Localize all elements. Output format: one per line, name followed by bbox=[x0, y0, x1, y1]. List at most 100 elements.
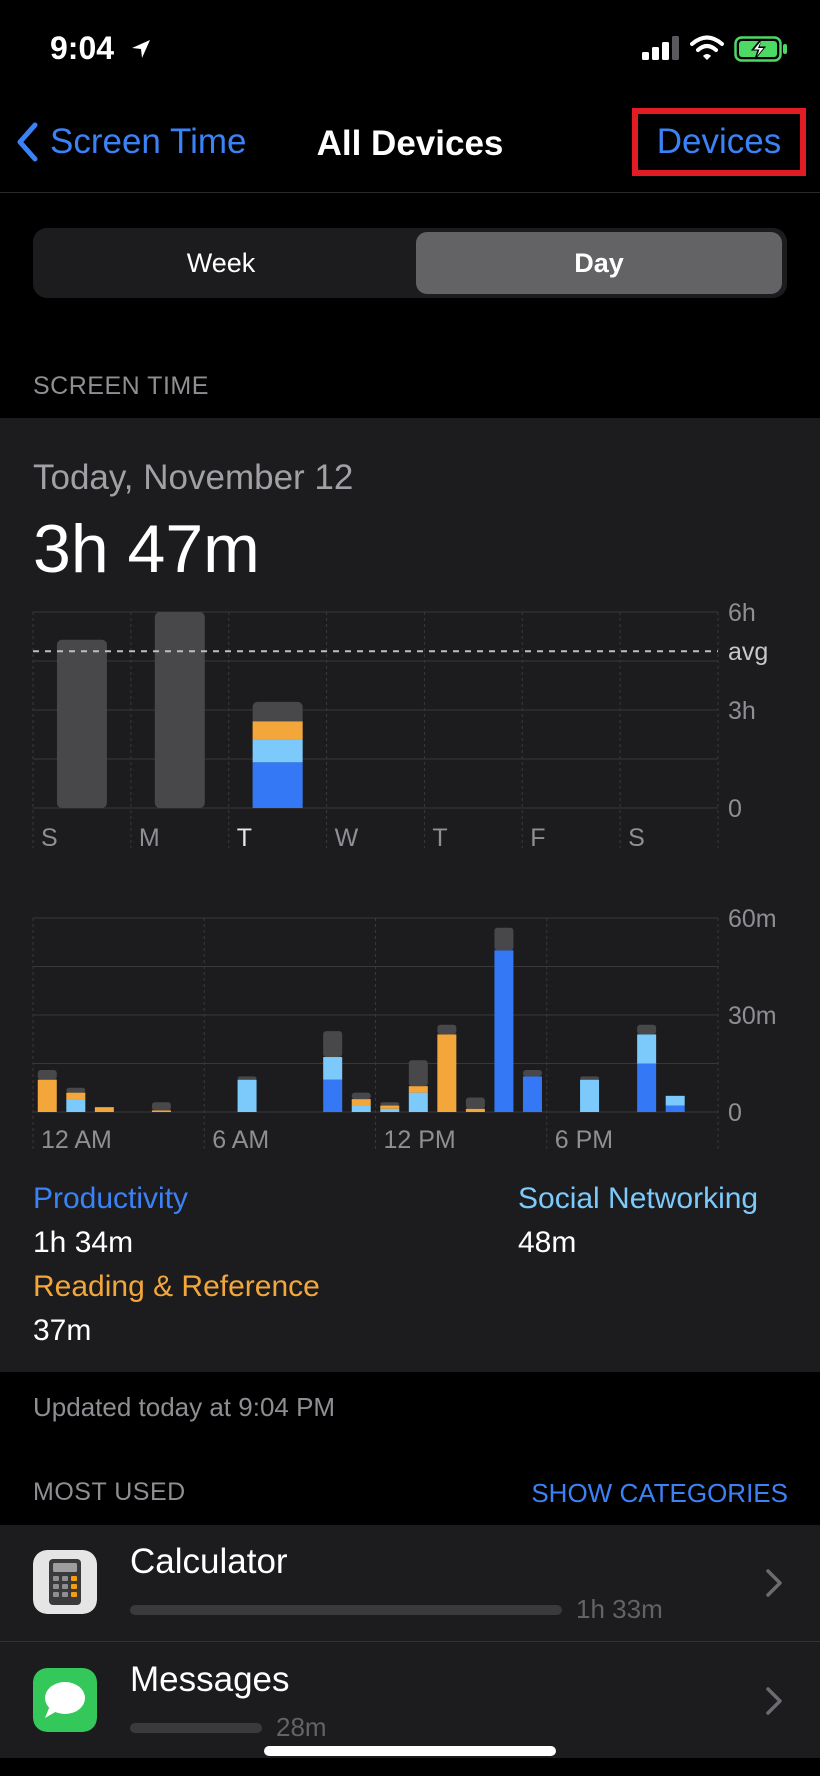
hour-bar-segment bbox=[665, 1095, 685, 1106]
hour-bar-segment bbox=[66, 1099, 86, 1112]
hour-bar-segment bbox=[323, 1031, 343, 1058]
bar-segment bbox=[252, 739, 303, 763]
hour-bar-segment bbox=[408, 1060, 428, 1087]
bar-segment bbox=[252, 721, 303, 740]
day-label: T bbox=[237, 824, 252, 852]
hour-bar-segment bbox=[94, 1107, 114, 1112]
hour-bar-segment bbox=[494, 927, 514, 951]
legend-reading-value: 37m bbox=[33, 1314, 92, 1347]
day-label: T bbox=[432, 824, 447, 852]
hourly-usage-chart: 0 30m 60m 12 AM 6 AM 12 PM 6 PM bbox=[32, 905, 777, 1154]
back-button[interactable]: Screen Time bbox=[16, 122, 246, 162]
hour-bar-segment bbox=[437, 1034, 457, 1112]
hour-bar-segment bbox=[323, 1079, 343, 1112]
usage-bar-calculator bbox=[130, 1605, 562, 1615]
hour-bar-segment bbox=[37, 1079, 57, 1112]
hour-bar-segment bbox=[351, 1092, 371, 1100]
bar-segment bbox=[252, 762, 303, 808]
messages-icon bbox=[33, 1668, 97, 1732]
app-name-messages: Messages bbox=[130, 1660, 290, 1699]
x-tick-label: 12 PM bbox=[384, 1126, 456, 1154]
date-label: Today, November 12 bbox=[33, 458, 354, 497]
screen-time-card[interactable] bbox=[0, 418, 820, 1372]
hour-bar-segment bbox=[580, 1076, 600, 1080]
y-tick-label: 0 bbox=[728, 795, 742, 823]
chevron-left-icon bbox=[17, 122, 38, 162]
home-indicator bbox=[264, 1746, 556, 1756]
bar-other bbox=[154, 612, 205, 808]
day-label: S bbox=[41, 824, 58, 852]
location-arrow-icon bbox=[132, 40, 150, 58]
bar-other bbox=[56, 639, 107, 808]
hour-bar-segment bbox=[465, 1108, 485, 1112]
tab-day[interactable]: Day bbox=[416, 232, 782, 294]
app-row-messages[interactable] bbox=[0, 1642, 820, 1758]
hour-bar-segment bbox=[665, 1105, 685, 1112]
legend-reading-name: Reading & Reference bbox=[33, 1270, 320, 1303]
devices-label: Devices bbox=[656, 122, 782, 161]
y-tick-label: 0 bbox=[728, 1099, 742, 1127]
legend-social-name: Social Networking bbox=[518, 1182, 759, 1215]
y-tick-label: 3h bbox=[728, 697, 756, 725]
wifi-icon bbox=[690, 35, 724, 60]
show-categories-button[interactable]: SHOW CATEGORIES bbox=[531, 1478, 788, 1508]
x-tick-label: 6 AM bbox=[212, 1126, 269, 1154]
y-tick-label: 6h bbox=[728, 600, 756, 627]
hour-bar-segment bbox=[351, 1105, 371, 1112]
legend-social-value: 48m bbox=[518, 1226, 577, 1259]
hour-bar-segment bbox=[408, 1092, 428, 1112]
total-screen-time: 3h 47m bbox=[33, 511, 260, 587]
x-tick-label: 12 AM bbox=[41, 1126, 112, 1154]
chevron-right-icon bbox=[766, 1569, 782, 1597]
tab-week[interactable]: Week bbox=[186, 247, 256, 278]
hour-bar-segment bbox=[151, 1102, 171, 1111]
updated-timestamp: Updated today at 9:04 PM bbox=[33, 1392, 336, 1422]
hour-bar-segment bbox=[408, 1086, 428, 1093]
hour-bar-segment bbox=[323, 1057, 343, 1080]
hour-bar-segment bbox=[522, 1069, 542, 1077]
section-header-most-used: MOST USED bbox=[33, 1478, 186, 1506]
day-label: M bbox=[139, 824, 160, 852]
hour-bar-segment bbox=[66, 1092, 86, 1100]
hour-bar-segment bbox=[522, 1076, 542, 1112]
hour-bar-segment bbox=[37, 1069, 57, 1080]
day-label: F bbox=[530, 824, 545, 852]
hour-bar-segment bbox=[380, 1108, 400, 1112]
usage-duration-calculator: 1h 33m bbox=[576, 1594, 663, 1624]
hour-bar-segment bbox=[380, 1105, 400, 1109]
legend-productivity-name: Productivity bbox=[33, 1182, 189, 1215]
y-tick-label: 60m bbox=[728, 905, 777, 933]
hour-bar-segment bbox=[380, 1102, 400, 1106]
battery-charging-icon bbox=[734, 36, 787, 62]
calculator-icon bbox=[33, 1550, 97, 1614]
average-label: avg bbox=[728, 638, 768, 666]
usage-bar-messages bbox=[130, 1723, 262, 1733]
cellular-signal-icon bbox=[642, 36, 679, 60]
hour-bar-segment bbox=[351, 1099, 371, 1106]
hour-bar-segment bbox=[465, 1097, 485, 1109]
app-row-calculator[interactable] bbox=[0, 1525, 820, 1642]
hour-bar-segment bbox=[237, 1079, 257, 1112]
x-tick-label: 6 PM bbox=[555, 1126, 613, 1154]
legend-productivity-value: 1h 34m bbox=[33, 1226, 134, 1259]
hour-bar-segment bbox=[494, 950, 514, 1112]
devices-button[interactable]: Devices bbox=[632, 108, 806, 176]
app-name-calculator: Calculator bbox=[130, 1542, 288, 1581]
usage-duration-messages: 28m bbox=[276, 1712, 327, 1742]
hour-bar-segment bbox=[637, 1063, 657, 1112]
back-label: Screen Time bbox=[50, 122, 247, 161]
day-label: S bbox=[628, 824, 645, 852]
hour-bar-segment bbox=[237, 1076, 257, 1080]
hour-bar-segment bbox=[151, 1110, 171, 1112]
y-tick-label: 30m bbox=[728, 1002, 777, 1030]
day-label: W bbox=[335, 824, 359, 852]
hour-bar-segment bbox=[580, 1079, 600, 1112]
hour-bar-segment bbox=[66, 1087, 86, 1093]
hour-bar-segment bbox=[437, 1024, 457, 1035]
chevron-right-icon bbox=[766, 1687, 782, 1715]
status-time: 9:04 bbox=[50, 30, 115, 66]
hour-bar-segment bbox=[637, 1034, 657, 1064]
navigation-bar bbox=[0, 90, 820, 193]
section-header-screen-time: SCREEN TIME bbox=[33, 372, 209, 400]
